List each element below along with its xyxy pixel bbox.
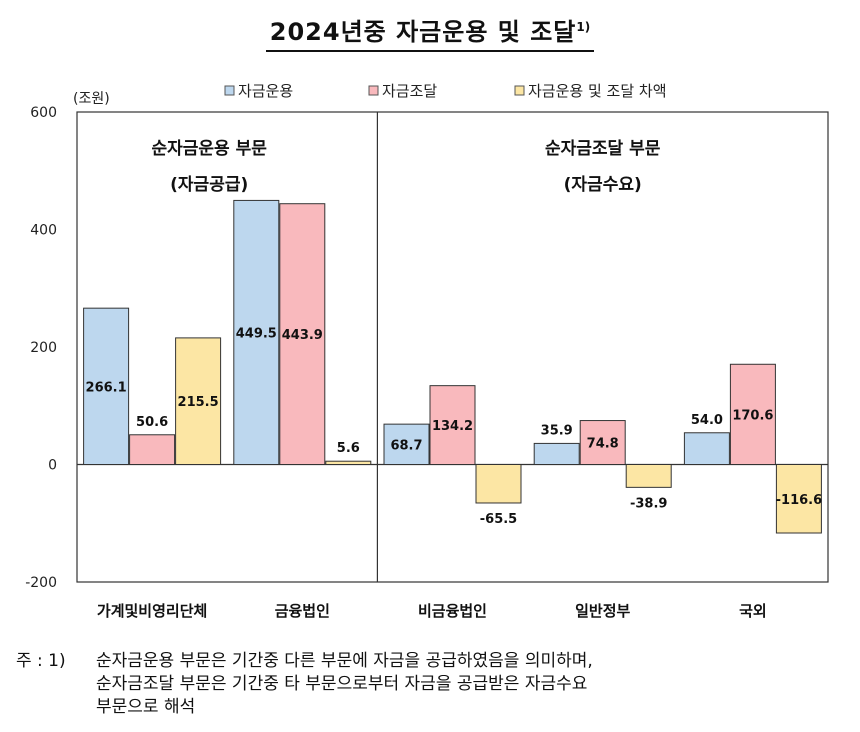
footnote-line-3: 부문으로 해석 xyxy=(96,697,196,717)
chart-title: 2024년중 자금운용 및 조달1) xyxy=(265,12,595,52)
y-tick-label-2: 200 xyxy=(30,340,57,356)
sector-annotation-0-line2: (자금공급) xyxy=(170,175,248,195)
footnote-line-1: 순자금운용 부문은 기간중 다른 부문에 자금을 공급하였음을 의미하며, xyxy=(96,651,593,671)
legend-label-1: 자금조달 xyxy=(382,82,437,100)
title-footnote-marker: 1) xyxy=(576,20,591,34)
y-tick-label-4: -200 xyxy=(25,575,57,591)
plot-area xyxy=(76,111,829,583)
legend-swatch-1 xyxy=(368,85,379,96)
bar-0-1 xyxy=(233,199,280,465)
bar-1-3 xyxy=(579,420,626,465)
data-label-0-3: 35.9 xyxy=(541,423,573,438)
data-label-0-1: 449.5 xyxy=(236,326,277,341)
y-tick-label-3: 0 xyxy=(48,458,57,474)
bar-2-4 xyxy=(775,464,822,534)
bar-2-3 xyxy=(625,464,672,488)
bar-2-2 xyxy=(475,464,522,504)
sector-annotation-1-line1: 순자금조달 부문 xyxy=(545,138,661,159)
bar-0-0 xyxy=(83,307,130,466)
legend-label-2: 자금운용 및 조달 차액 xyxy=(528,82,667,100)
bar-0-3 xyxy=(533,442,580,466)
chart-title-block: 2024년중 자금운용 및 조달1) xyxy=(0,12,860,52)
data-label-0-2: 68.7 xyxy=(390,438,422,453)
x-tick-label-0: 가계및비영리단체 xyxy=(97,602,207,620)
unit-label: (조원) xyxy=(73,91,110,107)
bar-1-1 xyxy=(279,203,326,466)
legend-swatch-2 xyxy=(514,85,525,96)
chart-title-text: 2024년중 자금운용 및 조달 xyxy=(269,18,577,46)
bar-1-2 xyxy=(429,385,476,465)
data-label-2-0: 215.5 xyxy=(178,395,219,410)
x-tick-label-2: 비금융법인 xyxy=(418,602,487,620)
bar-1-0 xyxy=(129,434,176,465)
bar-2-1 xyxy=(325,460,372,465)
footnote-prefix: 주 : 1) xyxy=(16,651,66,671)
bar-1-4 xyxy=(729,363,776,465)
bar-2-0 xyxy=(175,337,222,465)
data-label-2-4: -116.6 xyxy=(776,493,823,508)
sector-annotation-0-line1: 순자금운용 부문 xyxy=(151,139,267,159)
data-label-1-1: 443.9 xyxy=(282,328,323,343)
legend-swatch-0 xyxy=(224,85,235,96)
legend-label-0: 자금운용 xyxy=(238,82,293,100)
x-tick-label-1: 금융법인 xyxy=(275,602,330,620)
footnote-line-2: 순자금조달 부문은 기간중 타 부문으로부터 자금을 공급받은 자금수요 xyxy=(96,674,588,694)
x-tick-label-4: 국외 xyxy=(739,602,767,620)
data-label-0-0: 266.1 xyxy=(86,380,127,395)
bar-0-4 xyxy=(683,432,730,465)
data-label-1-0: 50.6 xyxy=(136,415,168,430)
data-label-2-1: 5.6 xyxy=(337,441,360,456)
y-tick-label-0: 600 xyxy=(30,105,57,121)
data-label-1-4: 170.6 xyxy=(732,408,773,423)
data-label-0-4: 54.0 xyxy=(691,413,723,428)
footnote: 주 : 1) 순자금운용 부문은 기간중 다른 부문에 자금을 공급하였음을 의… xyxy=(16,650,846,719)
data-label-1-3: 74.8 xyxy=(587,437,619,452)
x-tick-label-3: 일반정부 xyxy=(575,602,630,620)
y-tick-label-1: 400 xyxy=(30,223,57,239)
bar-0-2 xyxy=(383,423,430,466)
sector-annotation-1-line2: (자금수요) xyxy=(564,175,642,195)
data-label-2-3: -38.9 xyxy=(630,496,667,511)
data-label-2-2: -65.5 xyxy=(480,512,517,527)
bar-chart: 600 400 200 0 -200 (조원) 자금운용 자금조달 자금운용 및 조달 차액 26… xyxy=(25,82,829,620)
data-label-1-2: 134.2 xyxy=(432,419,473,434)
